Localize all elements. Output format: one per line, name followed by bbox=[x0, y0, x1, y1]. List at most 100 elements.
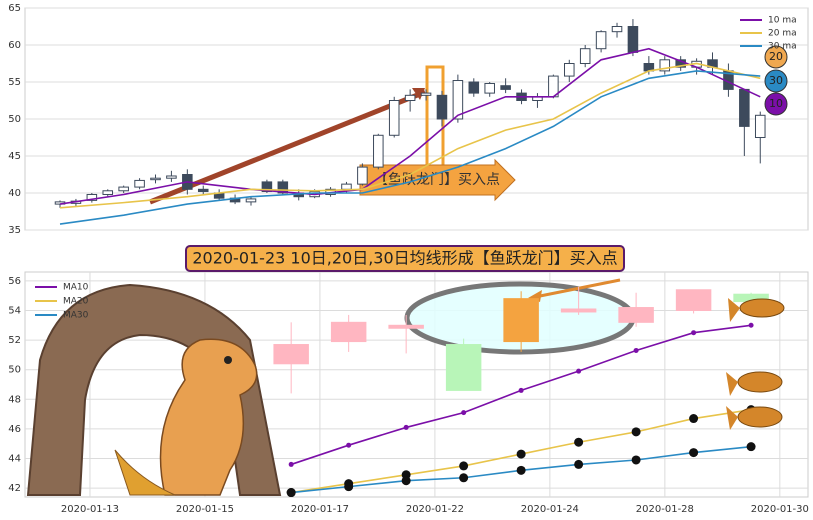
ma-marker bbox=[633, 347, 639, 353]
ma-marker bbox=[459, 473, 469, 483]
candle-body bbox=[341, 183, 352, 190]
badge bbox=[764, 92, 788, 116]
ma-marker bbox=[631, 427, 641, 437]
ma-marker bbox=[518, 387, 524, 393]
candle-body bbox=[261, 181, 273, 193]
candle-body bbox=[102, 190, 114, 195]
y-tick-label: 50 bbox=[8, 365, 21, 376]
dog bbox=[159, 338, 258, 496]
legend-label: 30 ma bbox=[768, 42, 797, 52]
candle-body bbox=[330, 321, 367, 343]
y-tick-label: 45 bbox=[8, 151, 21, 162]
data-layer bbox=[54, 19, 769, 498]
candle-body bbox=[388, 324, 424, 329]
ma-marker bbox=[574, 459, 584, 469]
candle-body bbox=[500, 85, 511, 90]
legend-label: MA20 bbox=[63, 297, 89, 307]
candle-body bbox=[134, 179, 145, 188]
grid-layer bbox=[25, 7, 808, 497]
candle-body bbox=[357, 166, 368, 185]
x-tick-label: 2020-01-24 bbox=[521, 504, 579, 515]
ma-line bbox=[59, 47, 761, 205]
legend-label: 20 ma bbox=[768, 29, 797, 39]
ma-marker bbox=[286, 488, 296, 498]
y-tick-label: 55 bbox=[8, 77, 21, 88]
ma-marker bbox=[576, 368, 582, 374]
candle-body bbox=[277, 181, 289, 194]
candle-body bbox=[618, 307, 654, 323]
ma-marker bbox=[403, 424, 409, 430]
fish bbox=[726, 406, 783, 430]
candle-body bbox=[436, 94, 448, 120]
legend-label: 10 ma bbox=[768, 16, 797, 26]
candle-body bbox=[245, 198, 257, 203]
y-tick-label: 35 bbox=[8, 225, 21, 236]
x-tick-label: 2020-01-28 bbox=[636, 504, 694, 515]
candle-body bbox=[118, 186, 129, 192]
candle-body bbox=[373, 134, 384, 168]
candle-body bbox=[445, 344, 482, 391]
candle-body bbox=[560, 308, 597, 313]
candle-body bbox=[675, 289, 712, 311]
candle-body bbox=[404, 94, 416, 101]
y-tick-label: 42 bbox=[8, 483, 21, 494]
ma-marker bbox=[631, 455, 641, 465]
badge-label: 20 bbox=[769, 50, 783, 63]
ma-marker bbox=[401, 476, 411, 486]
ma-marker bbox=[459, 461, 469, 471]
dog-tail bbox=[114, 449, 176, 496]
ma-marker bbox=[574, 437, 584, 447]
ma-line bbox=[59, 70, 761, 225]
badge bbox=[764, 69, 788, 93]
ma-marker bbox=[344, 482, 354, 492]
dog-eye bbox=[224, 356, 232, 364]
candle-body bbox=[197, 188, 209, 193]
legend-label: MA10 bbox=[63, 283, 89, 293]
candle-body bbox=[579, 48, 591, 65]
fish bbox=[726, 371, 783, 396]
x-tick-label: 2020-01-30 bbox=[751, 504, 809, 515]
trend-arrow-head bbox=[412, 88, 425, 100]
legend-label: MA30 bbox=[63, 311, 89, 321]
y-tick-label: 44 bbox=[8, 454, 21, 465]
ma-marker bbox=[746, 442, 756, 452]
ma-marker bbox=[689, 448, 699, 458]
y-tick-label: 52 bbox=[8, 335, 21, 346]
x-tick-label: 2020-01-22 bbox=[406, 504, 464, 515]
y-tick-label: 60 bbox=[8, 40, 21, 51]
ma-marker bbox=[461, 410, 467, 416]
ma-marker bbox=[346, 442, 352, 448]
y-tick-label: 50 bbox=[8, 114, 21, 125]
candle-body bbox=[627, 26, 639, 53]
y-tick-label: 54 bbox=[8, 305, 21, 316]
candle-body bbox=[739, 88, 750, 127]
candle-body bbox=[564, 63, 575, 77]
ma-marker bbox=[748, 322, 754, 328]
annotation-arrow bbox=[359, 158, 516, 202]
badge-label: 30 bbox=[769, 74, 783, 87]
x-tick-label: 2020-01-17 bbox=[291, 504, 349, 515]
ma-marker bbox=[689, 414, 699, 424]
candle-body bbox=[595, 31, 607, 50]
y-tick-label: 40 bbox=[8, 188, 21, 199]
ma-marker bbox=[516, 449, 526, 459]
candle-body bbox=[388, 100, 400, 136]
candle-body bbox=[452, 80, 464, 120]
candle-body bbox=[484, 82, 495, 94]
y-tick-label: 65 bbox=[8, 3, 21, 14]
candle-body bbox=[86, 193, 98, 201]
candle-body bbox=[420, 92, 432, 96]
gate bbox=[26, 283, 282, 496]
candle-body bbox=[503, 298, 539, 343]
candle-body bbox=[611, 26, 623, 33]
candle-body bbox=[468, 81, 480, 94]
candle-body bbox=[659, 59, 671, 72]
y-tick-label: 48 bbox=[8, 394, 21, 405]
x-tick-label: 2020-01-13 bbox=[61, 504, 119, 515]
candle-body bbox=[150, 177, 161, 181]
badge-label: 10 bbox=[769, 97, 783, 110]
banner bbox=[185, 245, 625, 272]
ma-marker bbox=[288, 461, 294, 467]
candle-body bbox=[273, 344, 309, 365]
